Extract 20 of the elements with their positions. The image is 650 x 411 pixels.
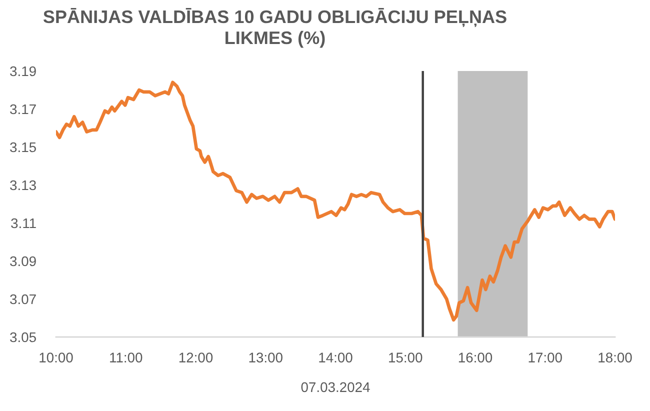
x-tick-label: 10:00 — [40, 352, 73, 362]
x-tick-label: 16:00 — [458, 352, 492, 362]
y-tick-label: 3.05 — [10, 332, 36, 342]
x-tick-label: 12:00 — [179, 352, 213, 362]
y-tick-label: 3.19 — [10, 66, 36, 76]
x-tick-label: 14:00 — [319, 352, 352, 362]
x-tick-label: 15:00 — [389, 352, 422, 362]
x-tick-label: 11:00 — [110, 352, 142, 362]
x-tick-label: 18:00 — [598, 352, 632, 362]
x-tick-label: 13:00 — [249, 352, 282, 362]
x-tick-label: 17:00 — [528, 352, 562, 362]
y-tick-label: 3.09 — [10, 256, 36, 266]
y-tick-label: 3.15 — [10, 142, 36, 152]
y-tick-label: 3.11 — [11, 218, 36, 228]
y-tick-label: 3.17 — [10, 104, 36, 114]
y-tick-label: 3.07 — [10, 294, 36, 304]
x-axis-title: 07.03.2024 — [301, 382, 370, 392]
y-tick-label: 3.13 — [10, 180, 36, 190]
line-series — [56, 80, 615, 322]
chart-title: SPĀNIJAS VALDĪBAS 10 GADU OBLIGĀCIJU PEĻŅAS LIKMES (%) — [43, 8, 506, 48]
